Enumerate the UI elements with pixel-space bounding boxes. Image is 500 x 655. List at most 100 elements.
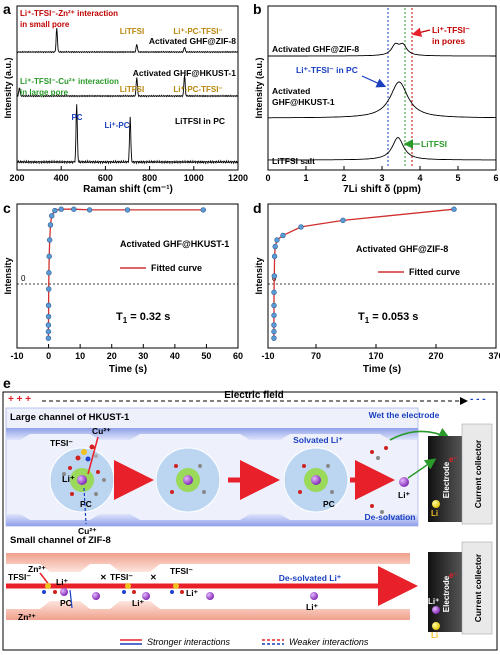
- panel-c-data-point-7: [46, 253, 52, 260]
- panel-d-x-tick-labels: -10 70 170 270 370: [261, 351, 500, 361]
- panel-d-data-points: [271, 206, 457, 341]
- panel-a: a 200 400 600 800 1000 1200 Raman shift (cm⁻¹…: [3, 1, 248, 195]
- panel-a-x-tick-label-5: 1200: [228, 173, 248, 183]
- current-collector-label-upper: Current collector: [473, 439, 483, 508]
- panel-a-spectrum-2: [16, 104, 239, 165]
- panel-label-c: c: [3, 200, 11, 216]
- panel-d-t1-subscript: 1: [365, 316, 370, 325]
- pc-label-3: PC: [323, 499, 335, 509]
- li-label-1: Li⁺: [62, 474, 75, 484]
- li-label-small-1: Li⁺: [56, 577, 69, 587]
- x-mark-1: ✕: [100, 573, 107, 582]
- panel-d-data-point-0: [271, 335, 277, 341]
- panel-b: b 0 1 2 3 4 5 6 7Li shift δ (ppm) Intensity (a…: [253, 1, 499, 195]
- panel-c-data-point-4: [45, 302, 52, 309]
- small-channel-top-wall: [6, 553, 410, 572]
- panel-a-x-ticks: [16, 166, 239, 170]
- legend-strong-text: Stronger interactions: [147, 637, 231, 647]
- panel-c-x-tick-label-2: 10: [75, 351, 85, 361]
- x-mark-2: ✕: [150, 573, 157, 582]
- panel-d-t1-value: = 0.053 s: [369, 311, 418, 323]
- panel-b-arrow-red: [411, 27, 431, 37]
- panel-c-x-tick-label-3: 20: [107, 351, 117, 361]
- panel-d-data-point-3: [271, 312, 277, 318]
- panel-c: c 0 -10 0 10 20 30 40 50 60 Time (s) Intensity …: [3, 200, 243, 375]
- electrode-label-upper: Electrode: [442, 461, 451, 498]
- panel-c-data-point-9: [47, 222, 54, 228]
- panel-c-x-tick-label-5: 40: [170, 351, 180, 361]
- panel-c-data-point-10: [49, 213, 55, 219]
- panel-b-x-tick-label-4: 4: [417, 173, 422, 183]
- panel-d-data-point-7: [271, 253, 278, 260]
- panel-b-series-label-zif8: Activated GHF@ZIF-8: [272, 44, 359, 54]
- panel-a-frame: [16, 5, 239, 171]
- panel-d-data-point-12: [340, 217, 346, 224]
- strong-interaction-line-cu: [87, 436, 99, 475]
- pc-molecules-2: [170, 464, 206, 494]
- panel-a-annotation-li-pc: Li⁺-PC: [104, 121, 129, 130]
- panel-d-data-point-10: [280, 232, 286, 239]
- li-metal-label-upper: Li: [431, 509, 438, 518]
- panel-d-t1-text: T1 = 0.053 s: [358, 311, 418, 325]
- panel-d-data-point-5: [271, 289, 277, 296]
- panel-d-data-point-8: [272, 243, 278, 250]
- li-metal-lower: [432, 622, 440, 630]
- panel-c-data-point-0: [45, 335, 52, 341]
- panel-c-x-tick-label-6: 50: [201, 351, 211, 361]
- panel-a-x-tick-label-2: 600: [98, 173, 113, 183]
- panel-a-x-tick-label-0: 200: [9, 173, 24, 183]
- electrode-lower: [428, 552, 462, 632]
- panel-label-a: a: [3, 1, 11, 17]
- panel-a-x-tick-labels: 200 400 600 800 1000 1200: [9, 173, 248, 183]
- panel-d-legend-text: Fitted curve: [409, 267, 460, 277]
- small-channel-bottom-wall: [6, 601, 410, 620]
- tfsi-label-small-2: TFSI⁻: [110, 572, 133, 582]
- panel-b-spectrum-2: [268, 137, 496, 161]
- panel-c-x-tick-labels: -10 0 10 20 30 40 50 60: [10, 351, 243, 361]
- panel-c-t1-subscript: 1: [123, 316, 128, 325]
- panel-d-series-label: Activated GHF@ZIF-8: [356, 244, 448, 254]
- panel-d-data-point-11: [298, 224, 304, 230]
- panel-b-x-tick-label-3: 3: [379, 173, 384, 183]
- panel-d-x-tick-label-3: 270: [428, 351, 443, 361]
- panel-e-minus-signs: - - -: [470, 394, 486, 405]
- panel-a-annotation-zn-interaction: Li⁺-TFSI⁻-Zn²⁺ interaction: [20, 9, 118, 18]
- small-channel-title: Small channel of ZIF-8: [10, 535, 111, 546]
- panel-a-series-label-hkust1: Activated GHF@HKUST-1: [133, 68, 236, 78]
- panel-b-x-tick-label-2: 2: [341, 173, 346, 183]
- large-channel-title: Large channel of HKUST-1: [10, 412, 130, 423]
- panel-label-d: d: [253, 200, 262, 216]
- li-ion-small-2: [92, 592, 100, 600]
- solvated-li-label: Solvated Li⁺: [293, 435, 343, 445]
- pc-molecules-3: [298, 464, 334, 494]
- panel-c-x-axis-label: Time (s): [109, 364, 147, 375]
- large-channel-top-wall: [6, 428, 418, 440]
- panel-a-series-label-litfsi-pc: LiTFSI in PC: [175, 116, 225, 126]
- current-collector-label-lower: Current collector: [473, 553, 483, 622]
- zn-top-label: Zn²⁺: [28, 564, 46, 574]
- current-collector-lower: [461, 541, 493, 635]
- li-ion-small-1: [60, 588, 68, 596]
- li-metal-label-lower: Li: [431, 631, 438, 640]
- pc-molecules-1: [62, 466, 106, 496]
- wet-electrode-arrow: [389, 427, 451, 441]
- panel-c-data-point-5: [46, 286, 52, 292]
- desolvation-label: De-solvation: [364, 512, 415, 522]
- weak-interaction-line-cu: [83, 487, 87, 525]
- electrode-upper: [428, 436, 462, 522]
- panel-b-spectra: [268, 42, 496, 161]
- li-label-small-2: Li⁺: [132, 598, 145, 608]
- panel-d-data-point-9: [274, 237, 280, 243]
- panel-d-x-ticks: [267, 344, 497, 348]
- panel-c-x-tick-label-4: 30: [138, 351, 148, 361]
- panel-a-annotation-large-pore: in large pore: [20, 88, 69, 97]
- panel-a-spectra: [16, 27, 239, 165]
- panel-d: d 0 -1070170270370 Time (s) Intensity Ac…: [253, 200, 500, 375]
- panel-d-y-axis-label: Intensity: [254, 257, 264, 294]
- panel-c-t1-value: = 0.32 s: [127, 311, 170, 323]
- li-to-electrode-arrow-upper: [407, 458, 437, 479]
- panel-b-x-tick-labels: 0 1 2 3 4 5 6: [265, 173, 498, 183]
- zn-bottom-label: Zn²⁺: [18, 612, 36, 622]
- pc-label-small: PC: [60, 598, 72, 608]
- panel-c-data-point-16: [200, 207, 206, 213]
